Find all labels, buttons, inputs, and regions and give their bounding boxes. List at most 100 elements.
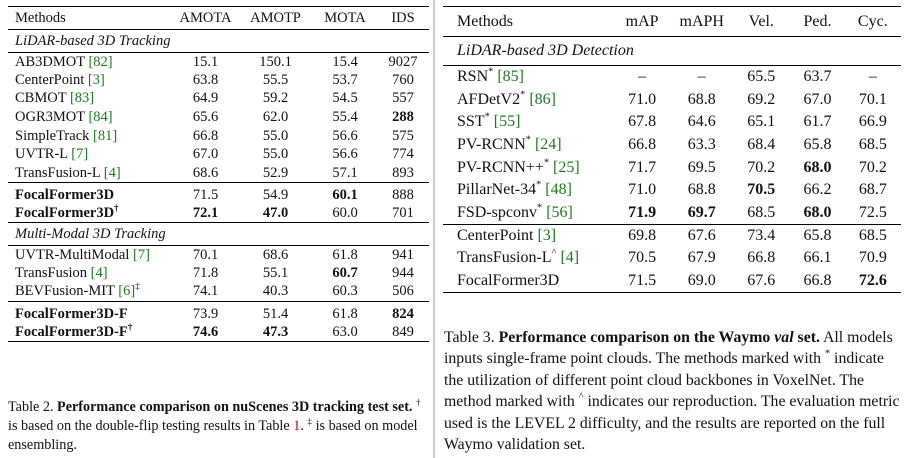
cell-value: 57.1 <box>332 164 358 181</box>
table-row: TransFusion-L [4] 68.6 52.9 57.1 893 <box>8 164 429 183</box>
table-row: AB3DMOT [82] 15.1 150.1 15.4 9027 <box>8 52 429 72</box>
cell-value: 575 <box>392 127 414 144</box>
cell-value: 55.5 <box>262 71 289 88</box>
asterisk-mark: * <box>824 349 831 361</box>
cell-value: 56.6 <box>332 127 358 144</box>
cell-value-best: 68.0 <box>803 158 832 176</box>
cell-value: 9027 <box>377 52 429 72</box>
cell-value: – <box>612 65 672 89</box>
cell-value: 701 <box>392 204 414 221</box>
header-methods: Methods <box>457 12 513 30</box>
cell-value: 71.0 <box>628 90 657 108</box>
cell-value: 63.0 <box>332 323 358 340</box>
caption-label: Table 3. <box>444 329 495 346</box>
table-row-ours: FocalFormer3D† 72.1 47.0 60.0 701 <box>8 204 429 223</box>
table2-panel: Methods AMOTA AMOTP MOTA IDS LiDAR-based… <box>0 0 432 458</box>
method-name: AFDetV2* [86] <box>457 89 556 108</box>
caption-title: Performance comparison on nuScenes 3D tr… <box>57 399 413 415</box>
section-row: Multi-Modal 3D Tracking <box>8 222 429 246</box>
cell-value: 66.9 <box>858 113 887 131</box>
method-name: AB3DMOT [82] <box>8 52 173 72</box>
cell-value: 849 <box>392 323 414 340</box>
table-reference-link[interactable]: 1 <box>293 417 301 434</box>
cell-value: 68.6 <box>238 245 313 265</box>
method-name: PillarNet-34* [48] <box>457 179 572 199</box>
cell-value-best: 60.7 <box>332 265 358 282</box>
cell-value: 70.9 <box>858 249 887 267</box>
method-name: UVTR-MultiModal [7] <box>8 245 173 265</box>
cell-value: 66.1 <box>803 249 832 267</box>
cell-value: 64.6 <box>687 113 716 131</box>
cell-value-best: 824 <box>377 301 429 324</box>
table3-caption: Table 3. Performance comparison on the W… <box>444 329 900 454</box>
cell-value: 66.8 <box>747 249 776 267</box>
cell-value: 73.9 <box>173 301 238 324</box>
cell-value: 65.8 <box>803 135 832 153</box>
cell-value: 68.5 <box>747 203 776 221</box>
cell-value: – <box>671 65 733 89</box>
table-row: FSD-spconv* [56] 71.9 69.7 68.5 68.0 72.… <box>443 202 901 225</box>
cell-value: 71.0 <box>628 181 657 199</box>
table-row-ours: FocalFormer3D-F† 74.6 47.3 63.0 849 <box>8 323 429 342</box>
cell-value: 15.1 <box>173 52 238 72</box>
table-row: CenterPoint [3] 63.8 55.5 53.7 760 <box>8 71 429 90</box>
method-name: UVTR-L [7] <box>15 146 89 163</box>
method-name: CBMOT [83] <box>15 90 95 107</box>
cell-value: 59.2 <box>262 90 289 107</box>
tracking-table: Methods AMOTA AMOTP MOTA IDS LiDAR-based… <box>8 6 429 343</box>
cell-value: 71.7 <box>628 158 657 176</box>
cell-value: 56.6 <box>332 146 358 163</box>
method-name: FSD-spconv* [56] <box>457 202 573 221</box>
header-methods: Methods <box>15 9 66 26</box>
cell-value: 68.8 <box>687 90 716 108</box>
cell-value: 893 <box>392 164 414 181</box>
cell-value: 66.8 <box>803 271 832 289</box>
table-row: SimpleTrack [81] 66.8 55.0 56.6 575 <box>8 127 429 146</box>
cell-value-best: 47.3 <box>262 323 289 340</box>
cell-value: 888 <box>377 182 429 205</box>
table3-panel: Methods mAP mAPH Vel. Ped. Cyc. LiDAR-ba… <box>437 0 908 458</box>
method-name: FocalFormer3D-F <box>8 301 173 324</box>
cell-value: 69.8 <box>612 223 672 247</box>
method-name: BEVFusion-MIT [6]‡ <box>15 282 140 300</box>
caption-label: Table 2. <box>8 399 54 415</box>
cell-value: 71.5 <box>173 182 238 205</box>
section-row: LiDAR-based 3D Detection <box>443 36 901 66</box>
caret-mark: ^ <box>578 392 584 404</box>
cell-value: 65.6 <box>192 109 219 126</box>
cell-value: 65.5 <box>732 65 791 89</box>
cell-value: 69.2 <box>747 90 776 108</box>
cell-value: 73.4 <box>732 223 791 247</box>
cell-value: 67.8 <box>628 113 657 131</box>
table-row: TransFusion-L^ [4] 70.5 67.9 66.8 66.1 7… <box>443 247 901 270</box>
dagger-mark: † <box>416 397 421 408</box>
method-name: TransFusion [4] <box>15 265 108 282</box>
cell-value: 66.8 <box>192 127 219 144</box>
table-row: CenterPoint [3] 69.8 67.6 73.4 65.8 68.5 <box>443 223 901 247</box>
cell-value: 74.1 <box>192 283 219 300</box>
cell-value: 60.3 <box>332 283 358 300</box>
cell-value: 70.1 <box>858 90 887 108</box>
table-row-ours: FocalFormer3D 71.5 69.0 67.6 66.8 72.6 <box>443 270 901 293</box>
cell-value: 68.8 <box>687 181 716 199</box>
table-header-row: Methods mAP mAPH Vel. Ped. Cyc. <box>443 7 901 37</box>
cell-value: 67.0 <box>803 90 832 108</box>
method-name: SimpleTrack [81] <box>15 127 118 144</box>
cell-value: 63.3 <box>687 135 716 153</box>
cell-value: 68.7 <box>858 181 887 199</box>
cell-value-best: 69.7 <box>687 203 716 221</box>
cell-value: 55.0 <box>262 146 289 163</box>
cell-value: 51.4 <box>238 301 313 324</box>
header-maph: mAPH <box>679 12 724 30</box>
cell-value: 69.5 <box>687 158 716 176</box>
cell-value: 61.7 <box>803 113 832 131</box>
double-dagger-mark: ‡ <box>307 416 313 427</box>
cell-value: 54.5 <box>332 90 358 107</box>
cell-value: 63.7 <box>790 65 845 89</box>
cell-value: 71.8 <box>192 265 219 282</box>
caption-title: Performance comparison on the Waymo val … <box>498 329 820 346</box>
method-name: CenterPoint [3] <box>443 223 613 247</box>
cell-value-best: 70.5 <box>747 181 776 199</box>
cell-value: 60.0 <box>332 204 358 221</box>
cell-value: 71.5 <box>628 271 657 289</box>
